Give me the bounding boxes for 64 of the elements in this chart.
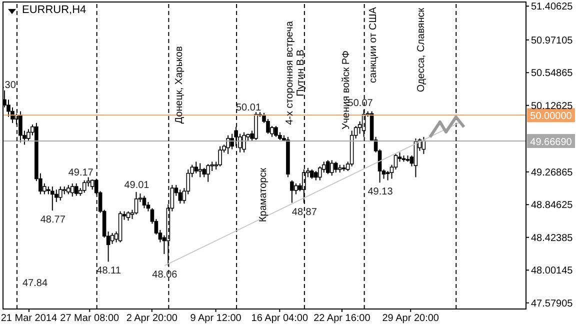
candlestick — [126, 210, 130, 222]
candlestick — [206, 164, 210, 182]
annotation: 49.01 — [124, 180, 150, 191]
x-tick-label: 16 Apr 04:00 — [251, 313, 308, 324]
annotation: 49.17 — [68, 168, 94, 179]
candlestick — [202, 167, 206, 178]
candlestick — [226, 134, 230, 154]
candlestick — [318, 166, 322, 181]
x-tick-label: 2 Apr 20:00 — [126, 313, 178, 324]
chart-title: EURRUR,H4 — [22, 4, 86, 16]
annotation: .30 — [2, 80, 16, 91]
ref-line-label: 50.00000 — [530, 111, 572, 122]
candlestick — [90, 179, 94, 190]
annotation: 4-х сторонняя встреча Путин В.В — [284, 20, 306, 125]
annotation: 48.11 — [96, 266, 122, 277]
candlestick — [198, 162, 202, 178]
candlestick — [42, 182, 46, 195]
y-tick-label: 47.57905 — [531, 298, 574, 310]
annotation: 48.77 — [40, 214, 66, 226]
x-tick-label: 27 Mar 08:00 — [60, 313, 120, 324]
y-tick-label: 48.42385 — [531, 232, 574, 244]
x-tick-label: 9 Apr 12:00 — [190, 313, 242, 324]
y-tick-label: 48.84625 — [531, 200, 574, 212]
annotation: Одесса, Славянск — [416, 7, 427, 92]
ref-line-label: 49.66690 — [530, 137, 572, 148]
y-tick-label: 50.97105 — [531, 35, 574, 46]
candlestick — [26, 128, 30, 142]
y-tick-label: 49.26865 — [531, 167, 574, 178]
candlestick — [70, 182, 74, 198]
candlestick — [218, 146, 222, 167]
candlestick — [290, 180, 294, 204]
annotation: Донецк, Харьков — [174, 46, 185, 124]
candlestick — [74, 182, 78, 196]
candlestick — [142, 195, 146, 209]
x-tick-label: 29 Apr 20:00 — [382, 313, 440, 324]
annotation: Краматорск — [258, 167, 269, 222]
candlestick — [134, 191, 138, 215]
candlestick — [242, 132, 246, 153]
y-tick-label: 51.40625 — [531, 2, 574, 13]
candlestick — [326, 160, 330, 175]
candlestick — [274, 126, 278, 138]
annotation: 50.01 — [236, 102, 262, 114]
y-tick-label: 48.00145 — [531, 266, 574, 277]
annotation: 49.13 — [368, 186, 394, 198]
annotation: 50.07 — [348, 98, 374, 109]
annotation: 48.06 — [152, 270, 178, 281]
x-tick-label: 22 Apr 16:00 — [314, 313, 371, 324]
candlestick — [82, 180, 86, 194]
candlestick — [294, 182, 298, 195]
y-tick-label: 50.54865 — [531, 68, 574, 80]
candlestick — [334, 161, 338, 174]
candlestick — [310, 168, 314, 180]
annotation: 47.84 — [22, 278, 48, 289]
candlestick — [58, 186, 62, 201]
annotation: санкции от США — [368, 6, 379, 83]
candlestick — [194, 161, 198, 174]
candlestick — [178, 189, 182, 204]
x-tick-label: 21 Mar 2014 — [0, 313, 58, 324]
candlestick — [386, 170, 390, 181]
candlestick — [50, 186, 54, 212]
candlestick — [330, 160, 334, 176]
annotation: 48.87 — [292, 206, 318, 218]
candlestick — [66, 184, 70, 195]
candlestick — [314, 170, 318, 181]
